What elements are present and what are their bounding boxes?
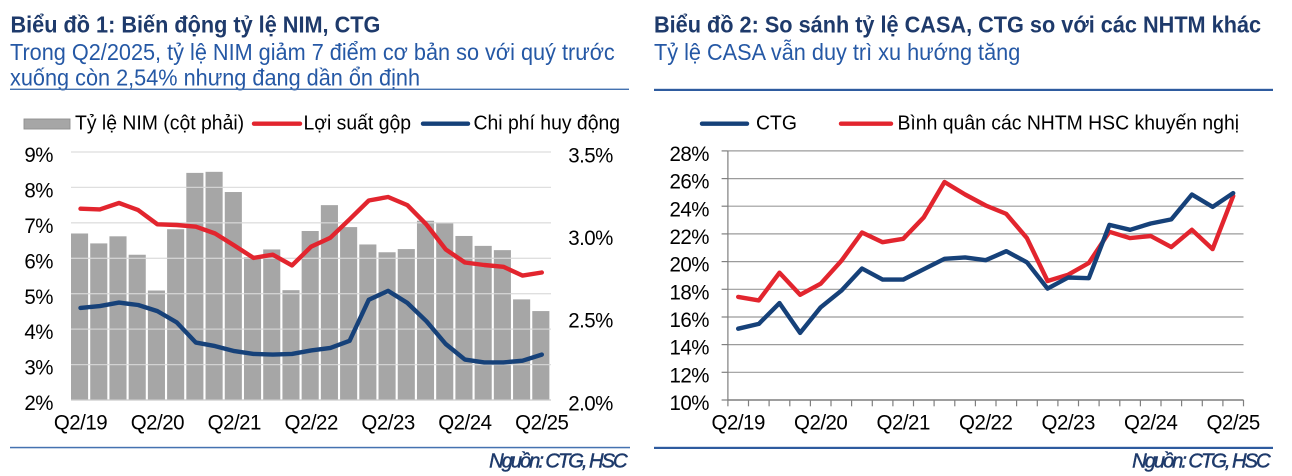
svg-text:Q2/23: Q2/23 — [361, 411, 414, 435]
svg-text:Q2/20: Q2/20 — [131, 411, 184, 435]
svg-text:18%: 18% — [669, 281, 709, 305]
svg-text:Q2/20: Q2/20 — [794, 411, 847, 435]
svg-text:Bình quân các NHTM HSC khuyến: Bình quân các NHTM HSC khuyến nghị — [898, 112, 1240, 135]
svg-text:14%: 14% — [669, 336, 709, 360]
svg-text:Q2/21: Q2/21 — [208, 411, 261, 435]
svg-text:16%: 16% — [669, 309, 709, 333]
svg-text:Q2/22: Q2/22 — [959, 411, 1012, 435]
svg-text:4%: 4% — [24, 321, 53, 345]
svg-text:3.5%: 3.5% — [568, 144, 613, 168]
svg-text:3%: 3% — [24, 356, 53, 380]
svg-text:Biểu đồ 2: So sánh tỷ lệ CASA,: Biểu đồ 2: So sánh tỷ lệ CASA, CTG so vớ… — [654, 12, 1261, 38]
svg-text:Biểu đồ 1: Biến động tỷ lệ NIM: Biểu đồ 1: Biến động tỷ lệ NIM, CTG — [11, 12, 381, 38]
svg-text:Tỷ lệ CASA vẫn duy trì xu hướn: Tỷ lệ CASA vẫn duy trì xu hướng tăng — [654, 40, 1020, 66]
svg-text:Q2/25: Q2/25 — [1207, 411, 1260, 435]
svg-text:9%: 9% — [24, 144, 53, 168]
svg-text:Q2/19: Q2/19 — [54, 411, 107, 435]
svg-text:22%: 22% — [669, 226, 709, 250]
svg-text:10%: 10% — [669, 392, 709, 416]
svg-text:20%: 20% — [669, 253, 709, 277]
svg-text:Trong Q2/2025, tỷ lệ NIM giảm: Trong Q2/2025, tỷ lệ NIM giảm 7 điểm cơ … — [10, 40, 615, 66]
svg-text:28%: 28% — [669, 143, 709, 167]
svg-text:26%: 26% — [669, 170, 709, 194]
svg-text:Tỷ lệ NIM (cột phải): Tỷ lệ NIM (cột phải) — [75, 112, 244, 135]
svg-text:Q2/25: Q2/25 — [515, 411, 568, 435]
svg-text:2%: 2% — [24, 392, 53, 416]
svg-text:7%: 7% — [24, 215, 53, 239]
svg-text:Nguồn: CTG, HSC: Nguồn: CTG, HSC — [1132, 450, 1271, 472]
svg-text:24%: 24% — [669, 198, 709, 222]
svg-text:12%: 12% — [669, 364, 709, 388]
svg-text:Q2/19: Q2/19 — [712, 411, 765, 435]
svg-text:3.0%: 3.0% — [568, 227, 613, 251]
svg-text:5%: 5% — [24, 285, 53, 309]
svg-text:Chi phí huy động: Chi phí huy động — [474, 112, 621, 135]
svg-text:2.5%: 2.5% — [568, 309, 613, 333]
svg-text:Q2/24: Q2/24 — [1124, 411, 1178, 435]
svg-text:Q2/23: Q2/23 — [1042, 411, 1095, 435]
svg-text:Nguồn: CTG, HSC: Nguồn: CTG, HSC — [489, 450, 628, 472]
svg-text:Q2/21: Q2/21 — [877, 411, 930, 435]
svg-text:8%: 8% — [24, 179, 53, 203]
svg-text:Lợi suất gộp: Lợi suất gộp — [304, 112, 412, 135]
svg-text:CTG: CTG — [756, 112, 797, 135]
svg-text:2.0%: 2.0% — [568, 392, 613, 416]
svg-text:Q2/22: Q2/22 — [285, 411, 338, 435]
svg-text:xuống còn 2,54% nhưng đang dần: xuống còn 2,54% nhưng đang dần ổn định — [10, 65, 420, 91]
svg-text:6%: 6% — [24, 250, 53, 274]
svg-text:Q2/24: Q2/24 — [438, 411, 492, 435]
